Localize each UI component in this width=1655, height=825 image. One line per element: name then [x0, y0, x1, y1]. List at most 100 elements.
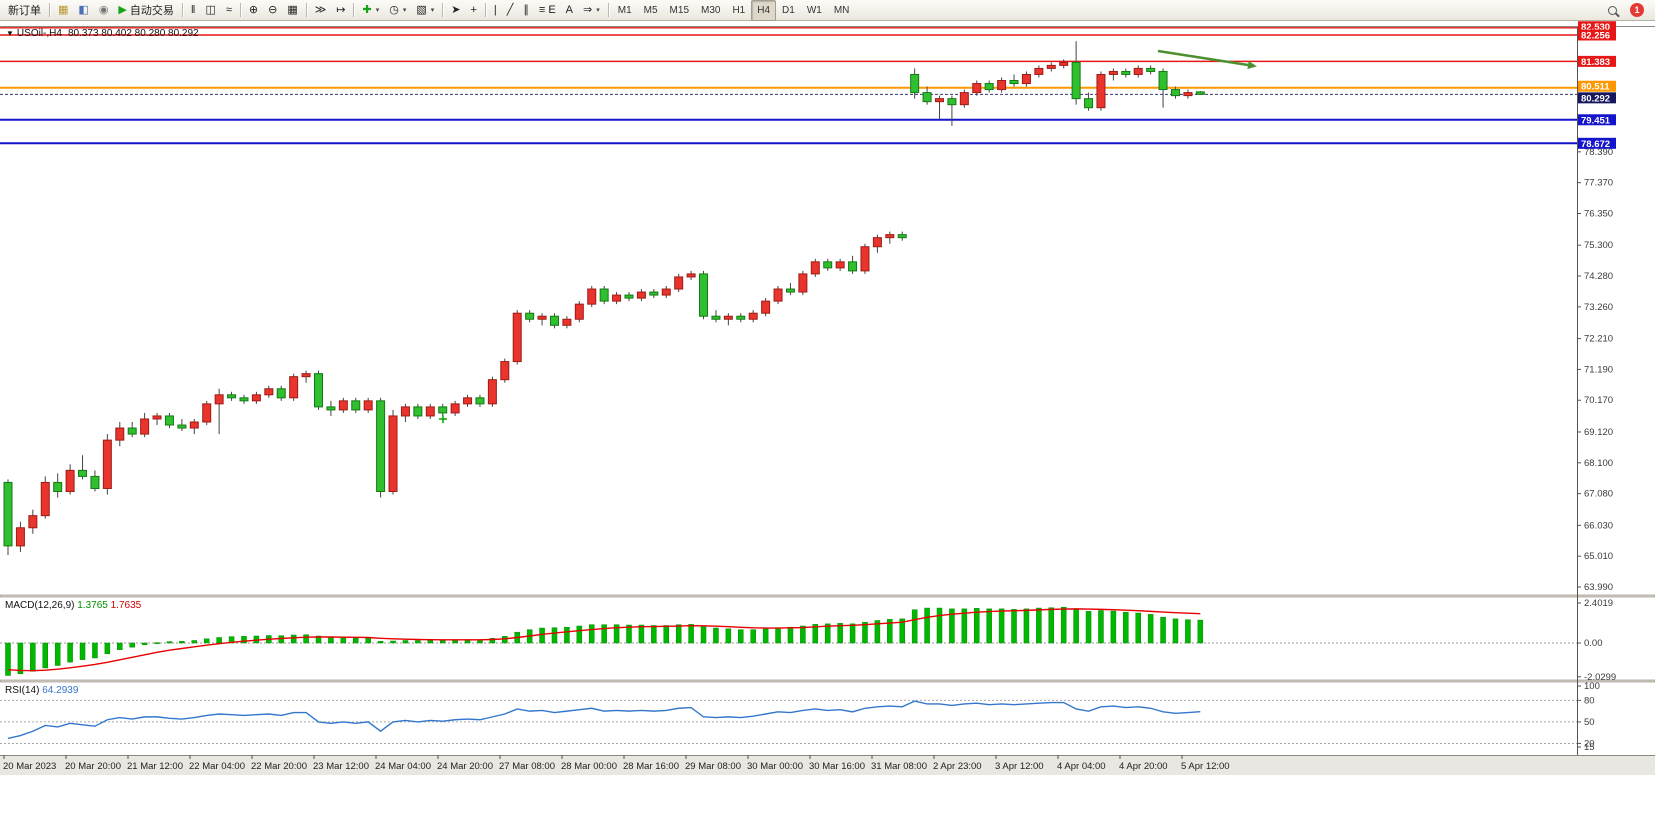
cursor-button[interactable]: ➤ [446, 1, 465, 20]
text-icon: A [565, 3, 573, 16]
timeframe-m5-button[interactable]: M5 [643, 4, 658, 16]
auto-scroll-button[interactable]: ≫ [310, 1, 332, 20]
time-axis-label: 29 Mar 08:00 [685, 761, 741, 772]
price-badge-label: 82.530 [1581, 22, 1610, 33]
templates-button[interactable]: ▧ ▾ [411, 1, 439, 20]
bar-chart-button[interactable]: ‖ [186, 1, 201, 20]
price-badge [1578, 137, 1616, 149]
channels-button[interactable]: ∥ [518, 1, 534, 20]
macd-histogram-bar [862, 621, 868, 644]
time-axis-label: 27 Mar 08:00 [499, 761, 555, 772]
price-badge-label: 81.383 [1581, 57, 1610, 68]
candle [78, 455, 88, 480]
rsi-scale-label: 15 [1584, 742, 1595, 753]
trendline-button[interactable]: ╱ [502, 1, 519, 20]
time-axis-label: 3 Apr 12:00 [995, 761, 1044, 772]
macd-histogram-bar [377, 641, 384, 644]
timeframe-mn-button[interactable]: MN [833, 4, 850, 16]
price-scale-label: 67.080 [1584, 489, 1613, 500]
macd-histogram-bar [1147, 614, 1154, 644]
candle-body [115, 427, 125, 441]
candle [997, 77, 1007, 93]
timeframe-d1-button[interactable]: D1 [782, 4, 795, 16]
candlestick-chart-button[interactable]: ◫ [200, 1, 220, 20]
candle [860, 243, 870, 274]
macd-histogram-bar [899, 618, 905, 644]
time-axis-label: 4 Apr 20:00 [1119, 761, 1168, 772]
periods-button[interactable]: ◷ ▾ [384, 1, 411, 20]
candle-body [661, 288, 671, 296]
candle [276, 385, 286, 401]
macd-histogram-bar [762, 628, 769, 644]
zoom-out-button[interactable]: ⊖ [263, 1, 282, 20]
tile-windows-button[interactable]: ▦ [282, 1, 302, 20]
candle [413, 403, 423, 419]
pane-divider[interactable] [0, 594, 1655, 598]
price-badge [1578, 80, 1616, 92]
pane-divider[interactable] [0, 679, 1655, 683]
candle-body [40, 481, 50, 517]
macd-histogram-bar [1023, 608, 1030, 644]
line-chart-button[interactable]: ≈ [221, 1, 237, 20]
time-axis-label: 5 Apr 12:00 [1181, 761, 1230, 772]
chart-shift-button[interactable]: ↦ [331, 1, 350, 20]
indicators-button[interactable]: ✚ ▾ [357, 1, 384, 20]
macd-histogram-bar [17, 642, 24, 675]
new-order-button[interactable]: 新订单 [3, 1, 46, 20]
timeframe-m30-button[interactable]: M30 [701, 4, 721, 16]
chart-shift-icon: ↦ [336, 3, 346, 16]
timeframe-m1-button[interactable]: M1 [617, 4, 632, 16]
charts-button[interactable]: ▦ [53, 1, 73, 20]
candle [587, 286, 597, 308]
timeframe-h1-button[interactable]: H1 [732, 4, 746, 16]
zoom-in-button[interactable]: ⊕ [244, 1, 263, 20]
trend-arrow-annotation[interactable] [1157, 49, 1249, 67]
time-axis-strip[interactable] [0, 755, 1655, 775]
macd-histogram-bar [1197, 619, 1204, 644]
timeframe-m15-button[interactable]: M15 [669, 4, 689, 16]
candle-body [512, 312, 522, 363]
timeframe-w1-button[interactable]: W1 [806, 4, 822, 16]
macd-histogram-bar [191, 640, 198, 644]
candle-body [102, 439, 112, 489]
search-icon [1608, 5, 1617, 15]
arrows-button[interactable]: ⇒ ▾ [578, 1, 605, 20]
candle-body [15, 527, 25, 547]
candle [425, 403, 435, 419]
time-axis-label: 2 Apr 23:00 [933, 761, 982, 772]
fibonacci-button[interactable]: ≡ E [534, 1, 561, 20]
price-scale-label: 74.280 [1584, 271, 1613, 282]
candle [140, 412, 150, 438]
macd-histogram-bar [663, 625, 670, 644]
candle [910, 68, 920, 99]
candle-body [1084, 98, 1094, 109]
candle-body [525, 312, 535, 320]
search-button[interactable] [1603, 1, 1622, 20]
candle-body [711, 315, 721, 320]
candles-layer [3, 41, 1205, 555]
candle-body [798, 273, 808, 293]
vertical-line-button[interactable]: | [489, 1, 502, 20]
text-button[interactable]: A [561, 1, 578, 20]
main-price-pane[interactable] [0, 27, 1577, 595]
time-axis-label: 4 Apr 04:00 [1057, 761, 1106, 772]
alerts-button[interactable]: ◉ [94, 1, 114, 20]
candle [127, 421, 137, 438]
candle [1084, 92, 1094, 111]
macd-histogram-bar [849, 623, 856, 644]
crosshair-button[interactable]: + [465, 1, 481, 20]
price-badge [1578, 114, 1616, 126]
macd-histogram-bar [837, 623, 843, 644]
autotrading-button[interactable]: ▶ 自动交易 [113, 1, 178, 20]
time-axis-label: 22 Mar 20:00 [251, 761, 307, 772]
candle [549, 313, 559, 329]
candle [723, 313, 733, 326]
timeframe-h4-button[interactable]: H4 [751, 0, 777, 21]
candle-body [463, 397, 473, 405]
profiles-button[interactable]: ◧ [73, 1, 93, 20]
notification-badge[interactable]: 1 [1630, 3, 1644, 17]
cross-marker-annotation[interactable] [439, 415, 447, 423]
macd-histogram-bar [974, 608, 980, 644]
autotrading-icon: ▶ [118, 3, 127, 16]
